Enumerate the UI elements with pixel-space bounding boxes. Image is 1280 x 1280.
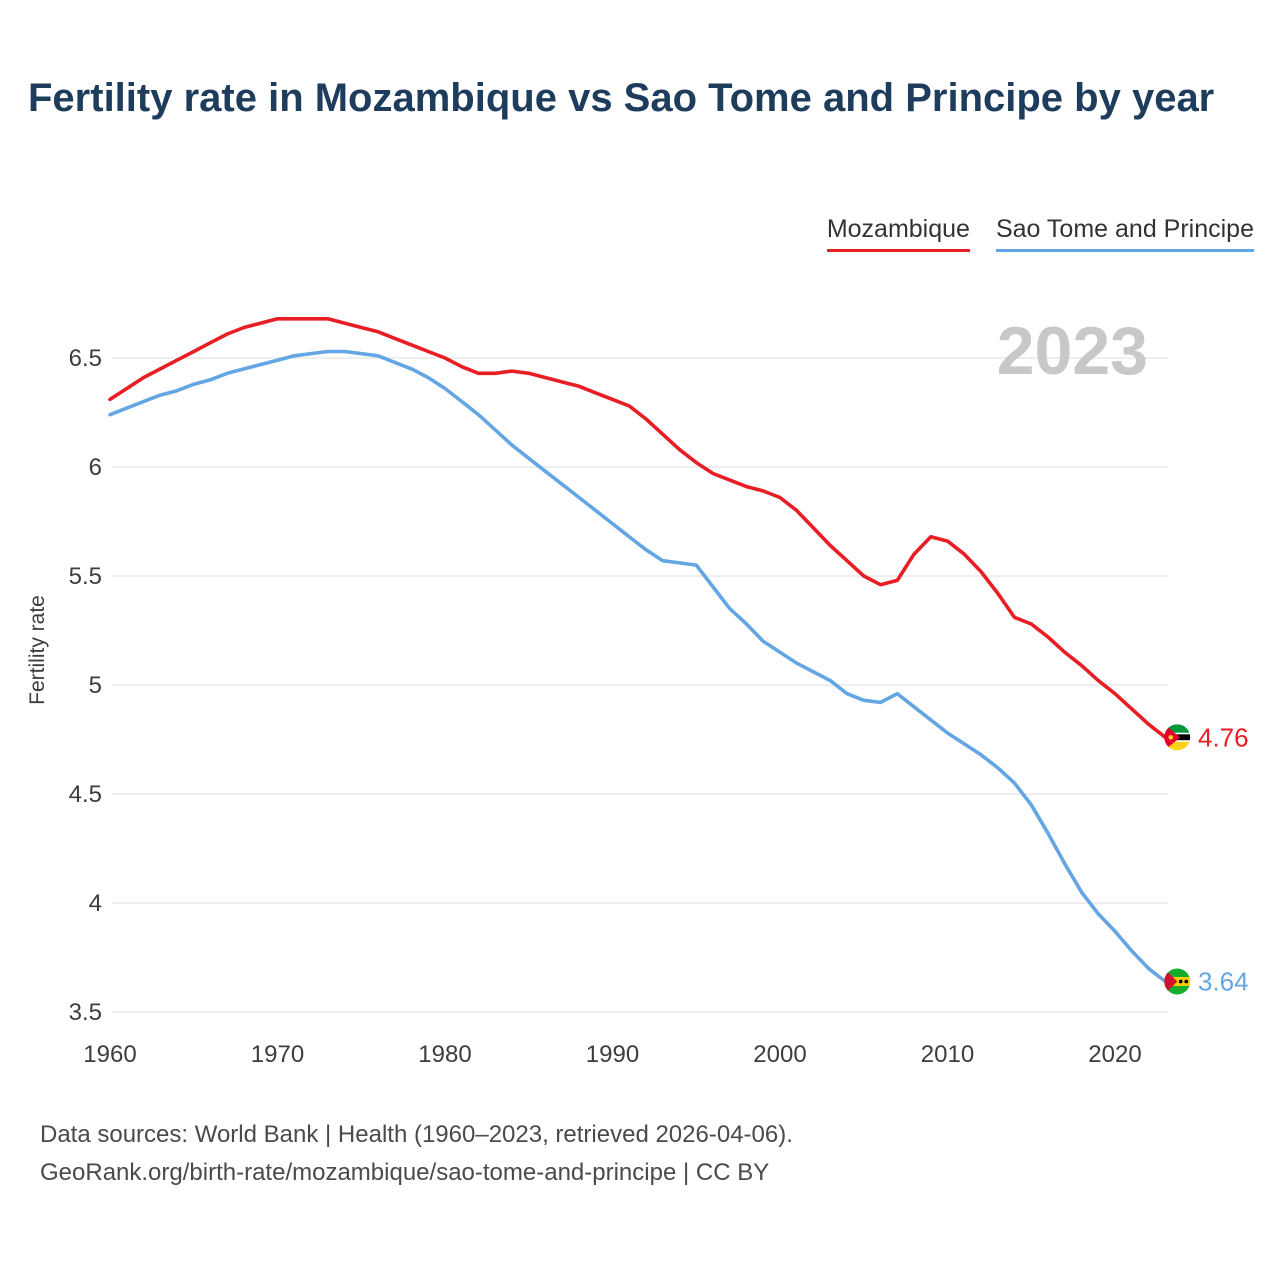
y-tick-label: 4 [89,890,102,917]
footer-data-sources: Data sources: World Bank | Health (1960–… [40,1121,793,1148]
watermark-year: 2023 [997,313,1148,389]
x-tick-label: 2020 [1088,1041,1141,1068]
y-tick-label: 5 [89,672,102,699]
legend-item-sao-tome-and-principe[interactable]: Sao Tome and Principe [995,215,1254,252]
end-value-label-mozambique: 4.76 [1198,722,1249,752]
y-tick-label: 5.5 [69,563,102,590]
x-tick-label: 1960 [83,1041,136,1068]
series-line-mozambique [108,316,1168,740]
x-tick-label: 1980 [418,1041,471,1068]
page-title: Fertility rate in Mozambique vs Sao Tome… [28,76,1215,120]
y-axis-title: Fertility rate [26,595,49,705]
end-value-label-sao-tome-and-principe: 3.64 [1198,967,1249,997]
x-tick-label: 2000 [753,1041,806,1068]
footer: Data sources: World Bank | Health (1960–… [40,1116,793,1193]
y-tick-label: 4.5 [69,781,102,808]
mozambique-flag-icon [1164,724,1191,751]
y-tick-label: 6 [89,454,102,481]
y-tick-label: 3.5 [69,999,102,1026]
x-tick-label: 2010 [921,1041,974,1068]
series-line-sao-tome-and-principe [108,349,1168,984]
y-tick-label: 6.5 [69,345,102,372]
x-tick-label: 1990 [586,1041,639,1068]
footer-attribution: GeoRank.org/birth-rate/mozambique/sao-to… [40,1159,770,1187]
legend-item-mozambique[interactable]: Mozambique [826,215,970,252]
sao-tome-flag-icon [1164,968,1191,995]
x-tick-label: 1970 [251,1041,304,1068]
legend: Mozambique Sao Tome and Principe [826,215,1254,252]
